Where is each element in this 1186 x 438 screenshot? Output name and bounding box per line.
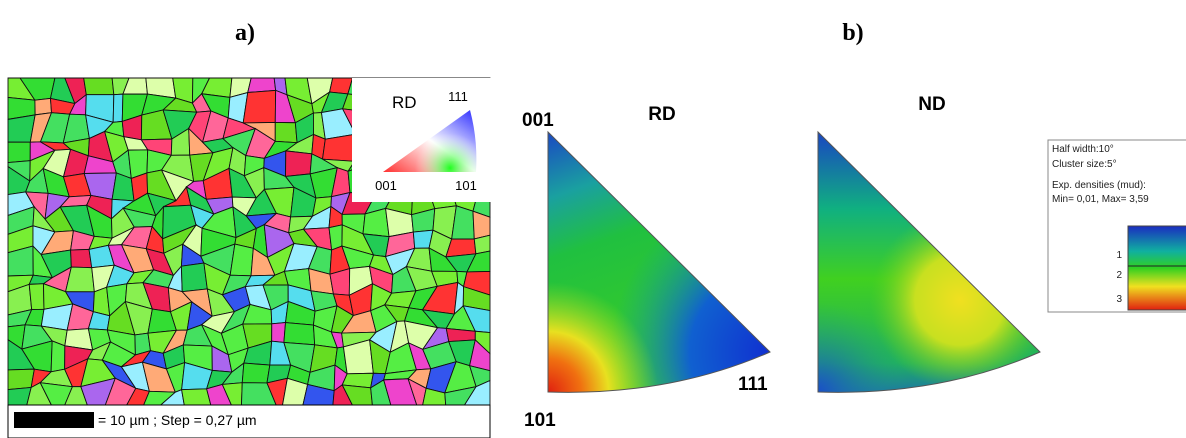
- grain: [7, 141, 31, 164]
- grain: [271, 322, 286, 343]
- grain: [28, 283, 45, 310]
- grain: [34, 97, 52, 116]
- panel-label: a): [235, 20, 255, 46]
- pole-figure-title: RD: [648, 104, 675, 125]
- pole-figure-outline: [817, 130, 1041, 393]
- corner-label: 111: [738, 374, 768, 395]
- corner-label: 101: [524, 410, 556, 431]
- pole-figure-outline: [547, 130, 771, 393]
- corner-label: 001: [522, 110, 554, 131]
- grain: [7, 368, 35, 391]
- grain: [180, 262, 208, 293]
- color-bar: [1127, 225, 1186, 311]
- color-bar-label: 3: [1116, 294, 1122, 305]
- pole-figure-title: ND: [918, 94, 945, 115]
- legend-line: Min= 0,01, Max= 3,59: [1052, 194, 1149, 205]
- key-corner: 111: [448, 89, 468, 104]
- grain: [241, 362, 271, 384]
- grain: [274, 122, 298, 144]
- grain: [285, 150, 313, 177]
- grain: [83, 77, 115, 96]
- key-corner: 001: [375, 178, 397, 193]
- scale-bar-text: = 10 µm ; Step = 0,27 µm: [98, 412, 257, 428]
- grain: [242, 89, 277, 124]
- grain: [283, 322, 316, 346]
- grain: [112, 93, 124, 123]
- grain: [70, 248, 93, 269]
- key-direction: RD: [392, 93, 417, 112]
- color-bar-label: 2: [1116, 270, 1122, 281]
- grain: [181, 388, 212, 406]
- scale-bar: [14, 412, 94, 428]
- key-corner: 101: [455, 178, 477, 193]
- panel-label: b): [842, 20, 863, 46]
- legend-line: Cluster size:5°: [1052, 159, 1117, 170]
- legend-line: Exp. densities (mud):: [1052, 180, 1146, 191]
- color-bar-label: 1: [1116, 250, 1122, 261]
- grain: [445, 327, 476, 343]
- legend-line: Half width:10°: [1052, 144, 1114, 155]
- grain: [50, 340, 66, 373]
